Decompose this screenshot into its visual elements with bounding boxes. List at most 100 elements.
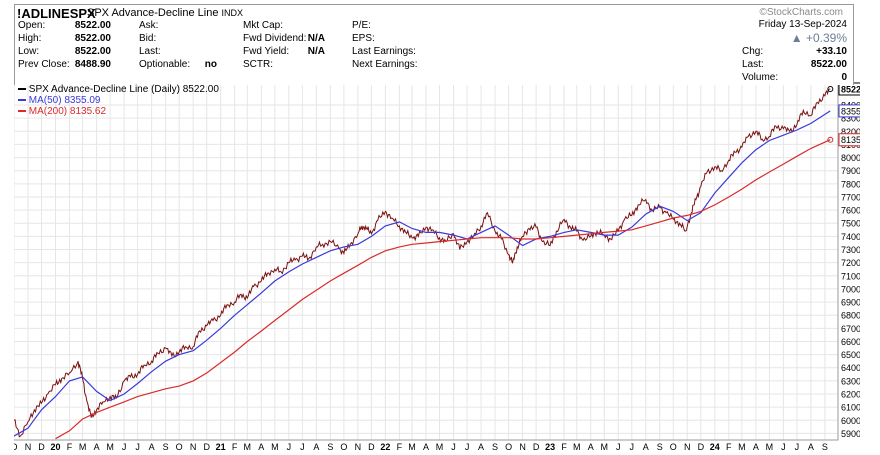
y-tick-label-17: 7600	[841, 206, 860, 216]
y-tick-label-5: 6400	[841, 363, 860, 373]
y-tick-label-23: 8200	[841, 127, 860, 137]
optionable-label: Optionable:	[139, 59, 191, 70]
x-tick-label-2: D	[38, 442, 45, 452]
quote-date: Friday 13-Sep-2024	[758, 19, 847, 30]
x-tick-label-13: N	[190, 442, 197, 452]
y-tick-label-9: 6800	[841, 311, 860, 321]
x-tick-label-1: N	[25, 442, 32, 452]
x-tick-label-5: M	[79, 442, 87, 452]
x-tick-label-56: J	[781, 442, 786, 452]
last-price-marker	[827, 85, 834, 92]
low-label: Low:	[18, 46, 40, 57]
x-tick-label-35: S	[492, 442, 498, 452]
y-tick-label-1: 6000	[841, 416, 860, 426]
fwd-yield-label: Fwd Yield:	[243, 46, 290, 57]
y-tick-label-20: 7900	[841, 166, 860, 176]
legend-swatch-price	[18, 88, 26, 91]
y-tick-label-10: 6900	[841, 298, 860, 308]
x-tick-label-37: N	[519, 442, 526, 452]
chart-frame: 5900 6000 6100 6200 6300 6400 6500 6600 6700 6800…	[14, 4, 860, 452]
x-tick-label-3: 20	[51, 442, 61, 452]
symbol-description: SPX Advance-Decline Line INDX	[87, 7, 244, 19]
last-label-2: Last:	[139, 46, 161, 57]
x-tick-label-59: S	[822, 442, 828, 452]
x-tick-label-20: J	[287, 442, 292, 452]
y-tick-label-19: 7800	[841, 179, 860, 189]
x-tick-label-34: A	[478, 442, 484, 452]
fwd-dividend-value: N/A	[307, 33, 325, 44]
legend-swatch-ma200	[18, 110, 26, 113]
x-tick-label-55: M	[766, 442, 774, 452]
x-tick-label-24: O	[340, 442, 347, 452]
y-tick-label-15: 7400	[841, 232, 860, 242]
x-tick-label-51: 24	[710, 442, 720, 452]
x-tick-label-38: D	[533, 442, 540, 452]
x-tick-label-7: M	[106, 442, 114, 452]
x-tick-label-31: M	[436, 442, 444, 452]
x-tick-label-40: F	[561, 442, 567, 452]
x-tick-label-33: J	[465, 442, 470, 452]
series-line-ma-200-	[55, 139, 831, 440]
x-tick-label-48: O	[670, 442, 677, 452]
pe-label: P/E:	[352, 20, 371, 31]
optionable-value: no	[204, 59, 217, 70]
x-tick-label-16: F	[232, 442, 238, 452]
up-triangle-icon: ▲	[790, 31, 803, 45]
value-tag-1: 8355.09	[841, 106, 860, 116]
open-label: Open:	[18, 20, 46, 31]
series-line-spx-advance-decline-line-daily-	[14, 88, 831, 438]
y-tick-label-7: 6600	[841, 337, 860, 347]
legend-swatch-ma50	[18, 99, 26, 102]
y-tick-label-4: 6300	[841, 376, 860, 386]
x-tick-label-50: D	[698, 442, 705, 452]
prev-close-value: 8488.90	[74, 59, 111, 70]
legend-price: SPX Advance-Decline Line (Daily) 8522.00	[18, 84, 219, 95]
legend-ma50: MA(50) 8355.09	[18, 95, 101, 106]
x-tick-label-41: M	[573, 442, 581, 452]
y-tick-label-12: 7100	[841, 271, 860, 281]
chg-value: +33.10	[816, 46, 847, 57]
x-tick-label-4: F	[67, 442, 73, 452]
value-tag-2: 8135.62	[841, 135, 860, 145]
ask-label: Ask:	[139, 20, 159, 31]
x-tick-label-21: J	[300, 442, 305, 452]
x-tick-label-12: O	[176, 442, 183, 452]
quote-header: !ADLINESPX SPX Advance-Decline Line INDX…	[14, 4, 854, 85]
value-tag-box-0	[838, 82, 860, 96]
x-tick-label-22: A	[313, 442, 319, 452]
y-tick-label-14: 7300	[841, 245, 860, 255]
x-tick-label-28: F	[397, 442, 403, 452]
fwd-dividend-label: Fwd Dividend:	[243, 33, 307, 44]
fwd-yield-value: N/A	[307, 46, 325, 57]
x-tick-label-57: J	[795, 442, 800, 452]
x-tick-label-58: A	[808, 442, 814, 452]
x-tick-label-45: J	[630, 442, 635, 452]
x-tick-label-42: A	[588, 442, 594, 452]
x-tick-label-43: M	[600, 442, 608, 452]
value-tag-box-1	[838, 104, 860, 118]
last-value: 8522.00	[810, 59, 847, 70]
value-tag-0: 8522.00	[841, 84, 860, 94]
ma200-end-marker	[827, 136, 834, 143]
next-earnings-label: Next Earnings:	[352, 59, 418, 70]
last-earnings-label: Last Earnings:	[352, 46, 416, 57]
chg-label: Chg:	[742, 46, 764, 57]
y-tick-label-6: 6500	[841, 350, 860, 360]
y-tick-label-11: 7000	[841, 284, 860, 294]
x-tick-label-0: O	[14, 442, 18, 452]
x-tick-label-49: N	[684, 442, 691, 452]
bid-label: Bid:	[139, 33, 157, 44]
y-tick-label-2: 6100	[841, 403, 860, 413]
x-tick-label-14: D	[203, 442, 210, 452]
volume-label: Volume:	[742, 72, 779, 83]
y-tick-label-13: 7200	[841, 258, 860, 268]
high-value: 8522.00	[74, 33, 111, 44]
symbol: !ADLINESPX	[17, 6, 96, 21]
x-tick-label-25: N	[355, 442, 362, 452]
x-tick-label-26: D	[368, 442, 375, 452]
open-value: 8522.00	[74, 20, 111, 31]
x-tick-label-53: M	[738, 442, 746, 452]
y-tick-label-18: 7700	[841, 192, 860, 202]
x-tick-label-30: A	[423, 442, 429, 452]
change-percent: ▲ +0.39%	[790, 31, 847, 45]
